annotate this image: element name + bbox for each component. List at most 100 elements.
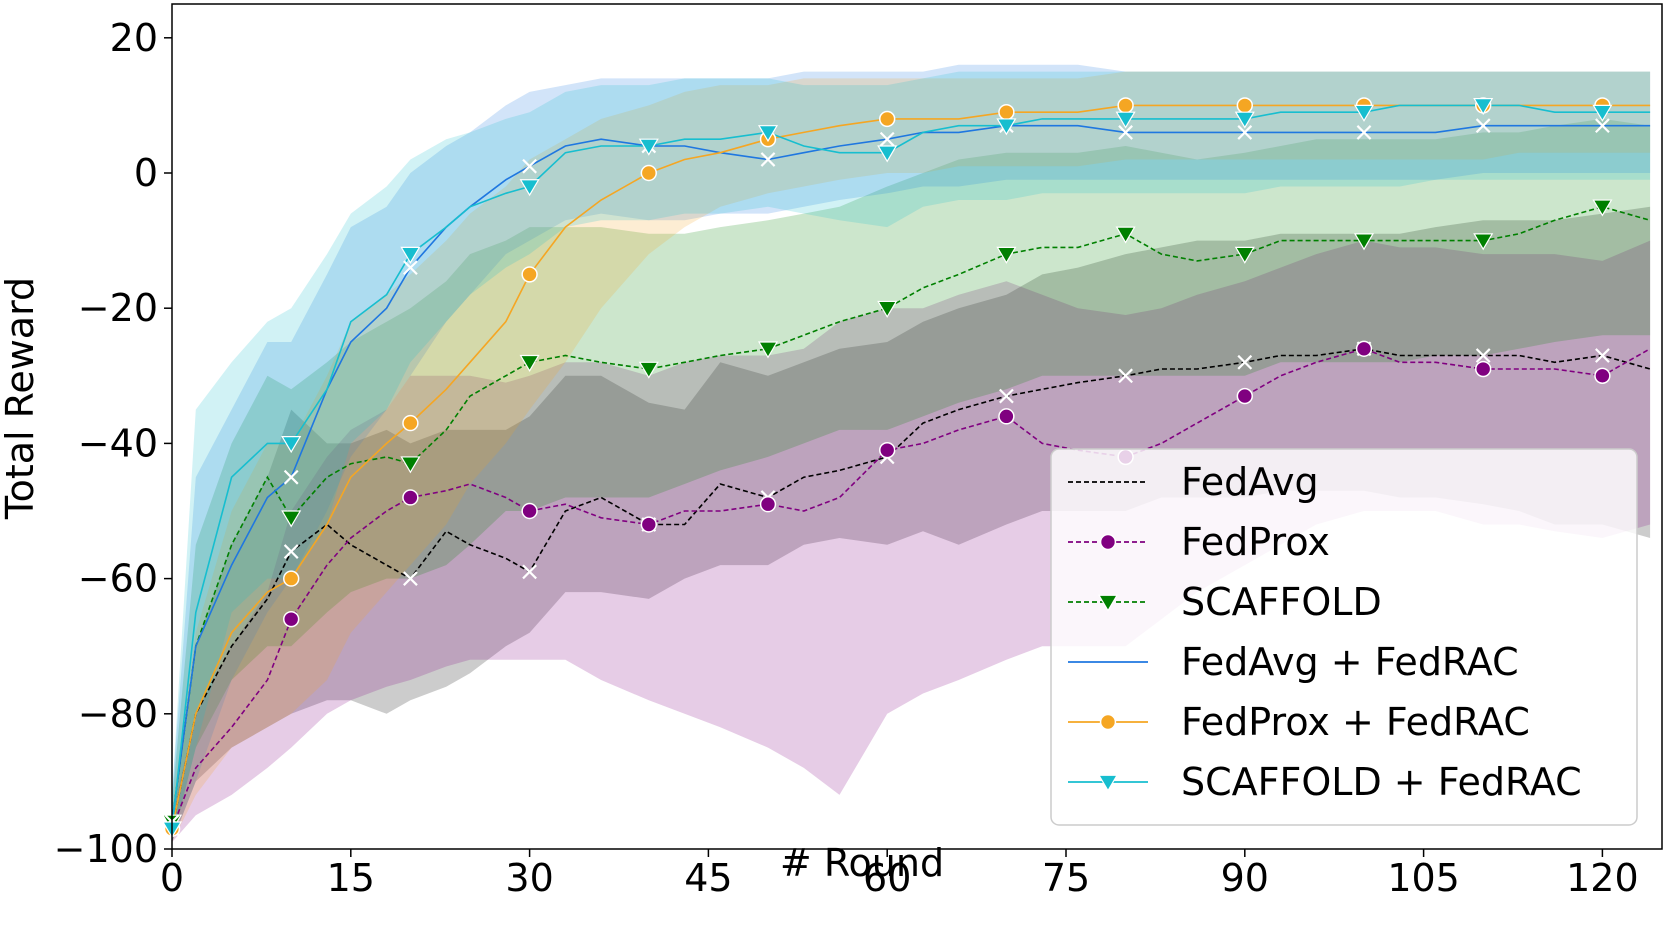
marker-scaffold-r80 — [1115, 226, 1136, 244]
series-markers — [161, 97, 1613, 839]
line-fedavg-fedrac — [171, 124, 1651, 823]
band-scaffold — [172, 118, 1651, 843]
marker-scaffold-r60 — [877, 300, 898, 318]
marker-fedprox-fedrac-r20 — [402, 414, 419, 432]
x-tick-label: 60 — [863, 856, 911, 900]
line-scaffold — [171, 205, 1651, 823]
x-tick-label: 30 — [505, 856, 553, 900]
marker-scaffold-r90 — [1234, 246, 1255, 264]
marker-scaffold-fedrac-r60 — [877, 145, 898, 163]
marker-fedavg-fedrac-r10 — [283, 469, 299, 485]
marker-fedprox-r120 — [1594, 367, 1611, 384]
marker-fedavg-fedrac-r60 — [879, 131, 895, 147]
marker-scaffold-r120 — [1592, 199, 1613, 217]
marker-fedavg-fedrac-r30 — [522, 158, 537, 174]
marker-fedprox-fedrac-r70 — [998, 103, 1015, 121]
y-tick-label: −80 — [78, 692, 158, 736]
marker-scaffold-r10 — [281, 510, 302, 528]
marker-scaffold-fedrac-r20 — [400, 246, 421, 264]
legend-label: FedAvg + FedRAC — [1181, 640, 1519, 684]
band-fedavg-fedrac — [172, 64, 1651, 843]
marker-scaffold-r30 — [519, 354, 540, 373]
line-fedprox — [171, 347, 1651, 829]
legend-swatch-marker — [1099, 533, 1117, 551]
marker-scaffold-fedrac-r10 — [281, 436, 302, 454]
band-fedavg — [172, 206, 1651, 843]
line-fedprox-fedrac — [171, 104, 1651, 829]
marker-fedprox-fedrac-r90 — [1236, 97, 1253, 114]
legend-item-fedavg-fedrac: FedAvg + FedRAC — [1068, 640, 1519, 684]
marker-fedavg-fedrac-r110 — [1475, 118, 1491, 134]
series-lines — [171, 104, 1651, 829]
x-tick-label: 90 — [1221, 856, 1269, 900]
legend-entries: FedAvg FedProx SCAFFOLD FedAvg + FedRAC FedP… — [1068, 460, 1582, 804]
marker-fedprox-r70 — [998, 408, 1015, 425]
marker-fedprox-r10 — [283, 610, 300, 628]
legend-item-scaffold-fedrac: SCAFFOLD + FedRAC — [1068, 760, 1582, 804]
y-tick-label: 0 — [134, 151, 158, 195]
marker-fedavg-r10 — [283, 544, 299, 559]
marker-fedprox-r60 — [879, 441, 896, 459]
marker-fedavg-fedrac-r90 — [1237, 125, 1253, 140]
marker-scaffold-r100 — [1353, 233, 1375, 251]
legend-swatch-marker — [1097, 594, 1119, 612]
marker-fedprox-fedrac-r30 — [521, 266, 538, 283]
marker-fedprox-r90 — [1236, 387, 1253, 405]
legend-label: FedProx + FedRAC — [1181, 700, 1530, 744]
line-fedavg — [171, 347, 1651, 829]
band-fedprox — [172, 240, 1651, 843]
y-axis-title: Total Reward — [0, 277, 42, 520]
legend-item-fedprox-fedrac: FedProx + FedRAC — [1068, 700, 1530, 744]
marker-fedprox-r20 — [402, 489, 419, 506]
x-axis-title: # Round — [780, 841, 944, 885]
marker-fedavg-fedrac-r50 — [760, 152, 776, 167]
marker-scaffold-r20 — [400, 456, 421, 474]
marker-fedavg-r30 — [522, 564, 537, 580]
marker-scaffold-fedrac-r80 — [1115, 111, 1136, 129]
legend-label: FedAvg — [1181, 460, 1319, 504]
band-scaffold-fedrac — [172, 71, 1651, 843]
marker-fedavg-fedrac-r120 — [1595, 118, 1610, 134]
marker-fedavg-r70 — [999, 388, 1014, 404]
marker-scaffold-fedrac-r90 — [1234, 111, 1255, 129]
x-tick-label: 15 — [327, 856, 375, 900]
marker-fedavg-r20 — [403, 571, 418, 586]
legend-label: SCAFFOLD — [1181, 580, 1382, 624]
line-scaffold-fedrac — [171, 104, 1651, 829]
legend-box — [1050, 448, 1638, 826]
marker-fedavg-r110 — [1475, 348, 1491, 363]
marker-fedprox-r100 — [1355, 340, 1373, 357]
marker-scaffold-r70 — [996, 246, 1017, 264]
marker-fedprox-r30 — [521, 502, 538, 520]
legend-swatch-marker — [1099, 713, 1117, 731]
marker-scaffold-fedrac-r100 — [1353, 104, 1375, 122]
band-fedprox-fedrac — [172, 71, 1651, 843]
y-tick-label: −60 — [78, 557, 158, 601]
y-tick-label: −100 — [54, 827, 158, 871]
x-tick-label: 75 — [1042, 856, 1090, 900]
marker-scaffold-r110 — [1473, 233, 1494, 251]
marker-fedprox-fedrac-r80 — [1117, 97, 1134, 114]
x-tick-label: 120 — [1566, 856, 1639, 900]
marker-fedprox-r110 — [1475, 360, 1492, 378]
y-tick-label: −20 — [78, 286, 158, 330]
marker-fedprox-fedrac-r40 — [640, 164, 657, 182]
marker-fedavg-fedrac-r80 — [1118, 125, 1133, 140]
marker-fedprox-fedrac-r60 — [879, 110, 896, 128]
legend-label: FedProx — [1181, 520, 1330, 564]
y-tick-label: 20 — [110, 16, 158, 60]
marker-scaffold-r40 — [638, 361, 659, 379]
marker-fedavg-fedrac-r20 — [403, 260, 418, 276]
legend-swatch-marker — [1097, 774, 1119, 792]
marker-scaffold-fedrac-r30 — [519, 179, 540, 197]
marker-fedavg-r120 — [1595, 348, 1610, 363]
x-tick-label: 0 — [160, 856, 184, 900]
marker-fedprox-fedrac-r10 — [283, 570, 300, 587]
marker-fedprox-r50 — [759, 496, 777, 513]
y-axis-ticks: −100 −80 −60 −40 −20 0 20 — [54, 16, 172, 871]
marker-scaffold-fedrac-r120 — [1592, 104, 1613, 122]
legend-item-fedavg: FedAvg — [1068, 460, 1319, 504]
x-tick-label: 105 — [1387, 856, 1460, 900]
marker-scaffold-fedrac-r70 — [996, 118, 1017, 136]
